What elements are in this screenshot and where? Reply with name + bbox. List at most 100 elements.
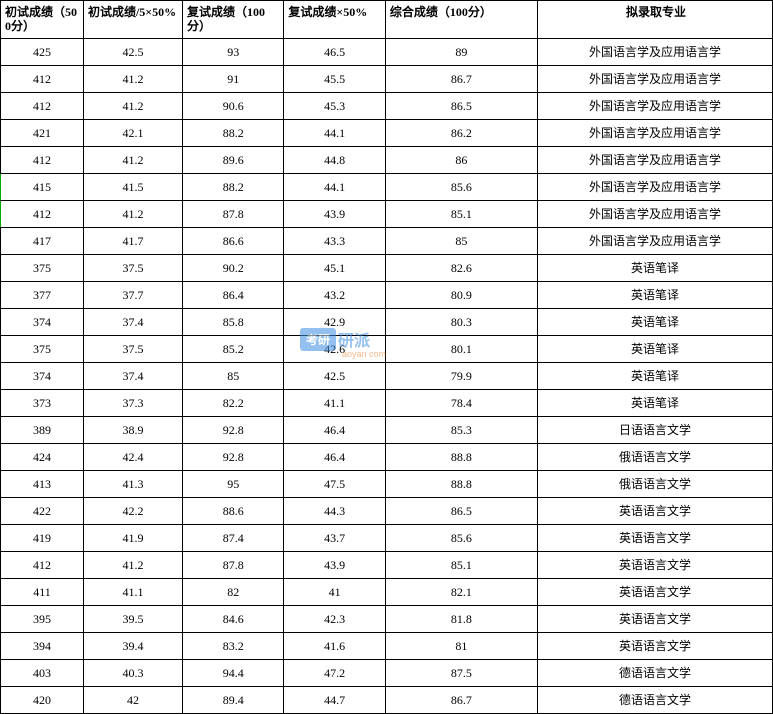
cell: 86 (385, 146, 537, 173)
cell: 英语笔译 (537, 281, 772, 308)
table-row: 41541.588.244.185.6外国语言学及应用语言学 (1, 173, 773, 200)
cell: 87.5 (385, 659, 537, 686)
cell: 英语语言文学 (537, 578, 772, 605)
cell: 41.1 (284, 389, 385, 416)
cell: 422 (1, 497, 84, 524)
cell: 43.7 (284, 524, 385, 551)
table-row: 37437.48542.579.9英语笔译 (1, 362, 773, 389)
cell: 42.3 (284, 605, 385, 632)
cell: 41.2 (83, 551, 182, 578)
cell: 43.9 (284, 200, 385, 227)
cell: 43.2 (284, 281, 385, 308)
cell: 395 (1, 605, 84, 632)
cell: 俄语语言文学 (537, 443, 772, 470)
cell: 88.2 (183, 173, 284, 200)
cell: 英语语言文学 (537, 605, 772, 632)
cell: 85.3 (385, 416, 537, 443)
cell: 403 (1, 659, 84, 686)
cell: 394 (1, 632, 84, 659)
cell: 45.1 (284, 254, 385, 281)
cell: 37.5 (83, 254, 182, 281)
cell: 375 (1, 254, 84, 281)
cell: 46.5 (284, 38, 385, 65)
table-row: 4204289.444.786.7德语语言文学 (1, 686, 773, 713)
cell: 82.1 (385, 578, 537, 605)
cell: 41.7 (83, 227, 182, 254)
table-row: 37537.585.242.680.1英语笔译 (1, 335, 773, 362)
cell: 40.3 (83, 659, 182, 686)
cell: 41.5 (83, 173, 182, 200)
cell: 41.6 (284, 632, 385, 659)
cell: 86.5 (385, 497, 537, 524)
cell: 374 (1, 308, 84, 335)
cell: 377 (1, 281, 84, 308)
cell: 92.8 (183, 416, 284, 443)
cell: 37.5 (83, 335, 182, 362)
cell: 425 (1, 38, 84, 65)
cell: 英语笔译 (537, 308, 772, 335)
cell: 95 (183, 470, 284, 497)
cell: 85 (385, 227, 537, 254)
cell: 43.3 (284, 227, 385, 254)
cell: 47.2 (284, 659, 385, 686)
cell: 英语语言文学 (537, 497, 772, 524)
cell: 英语笔译 (537, 389, 772, 416)
cell: 87.8 (183, 200, 284, 227)
cell: 412 (1, 146, 84, 173)
cell: 88.8 (385, 470, 537, 497)
cell: 85.6 (385, 524, 537, 551)
cell: 94.4 (183, 659, 284, 686)
cell: 42.6 (284, 335, 385, 362)
table-row: 41141.1824182.1英语语言文学 (1, 578, 773, 605)
cell: 外国语言学及应用语言学 (537, 38, 772, 65)
cell: 外国语言学及应用语言学 (537, 227, 772, 254)
table-row: 37337.382.241.178.4英语笔译 (1, 389, 773, 416)
cell: 88.8 (385, 443, 537, 470)
table-row: 42142.188.244.186.2外国语言学及应用语言学 (1, 119, 773, 146)
cell: 86.5 (385, 92, 537, 119)
cell: 82 (183, 578, 284, 605)
cell: 41.1 (83, 578, 182, 605)
cell: 89.4 (183, 686, 284, 713)
cell: 85.8 (183, 308, 284, 335)
cell: 41.2 (83, 92, 182, 119)
cell: 外国语言学及应用语言学 (537, 65, 772, 92)
table-row: 37537.590.245.182.6英语笔译 (1, 254, 773, 281)
cell: 42.4 (83, 443, 182, 470)
cell: 411 (1, 578, 84, 605)
table-row: 42442.492.846.488.8俄语语言文学 (1, 443, 773, 470)
cell: 80.1 (385, 335, 537, 362)
cell: 俄语语言文学 (537, 470, 772, 497)
cell: 德语语言文学 (537, 686, 772, 713)
cell: 92.8 (183, 443, 284, 470)
cell: 420 (1, 686, 84, 713)
cell: 86.7 (385, 65, 537, 92)
cell: 46.4 (284, 443, 385, 470)
cell: 85.1 (385, 551, 537, 578)
cell: 外国语言学及应用语言学 (537, 92, 772, 119)
cell: 45.5 (284, 65, 385, 92)
table-row: 41241.289.644.886外国语言学及应用语言学 (1, 146, 773, 173)
table-row: 39439.483.241.681英语语言文学 (1, 632, 773, 659)
table-row: 41941.987.443.785.6英语语言文学 (1, 524, 773, 551)
table-body: 42542.59346.589外国语言学及应用语言学41241.29145.58… (1, 38, 773, 713)
cell: 41.3 (83, 470, 182, 497)
cell: 85.6 (385, 173, 537, 200)
table-row: 37437.485.842.980.3英语笔译 (1, 308, 773, 335)
cell: 88.2 (183, 119, 284, 146)
cell: 英语笔译 (537, 362, 772, 389)
cell: 83.2 (183, 632, 284, 659)
table-row: 42242.288.644.386.5英语语言文学 (1, 497, 773, 524)
cell: 42.2 (83, 497, 182, 524)
table-row: 38938.992.846.485.3日语语言文学 (1, 416, 773, 443)
cell: 41.2 (83, 146, 182, 173)
cell: 44.3 (284, 497, 385, 524)
col-header-5: 拟录取专业 (537, 1, 772, 39)
cell: 78.4 (385, 389, 537, 416)
cell: 英语语言文学 (537, 551, 772, 578)
cell: 412 (1, 551, 84, 578)
cell: 42.9 (284, 308, 385, 335)
cell: 373 (1, 389, 84, 416)
cell: 81.8 (385, 605, 537, 632)
table-row: 40340.394.447.287.5德语语言文学 (1, 659, 773, 686)
